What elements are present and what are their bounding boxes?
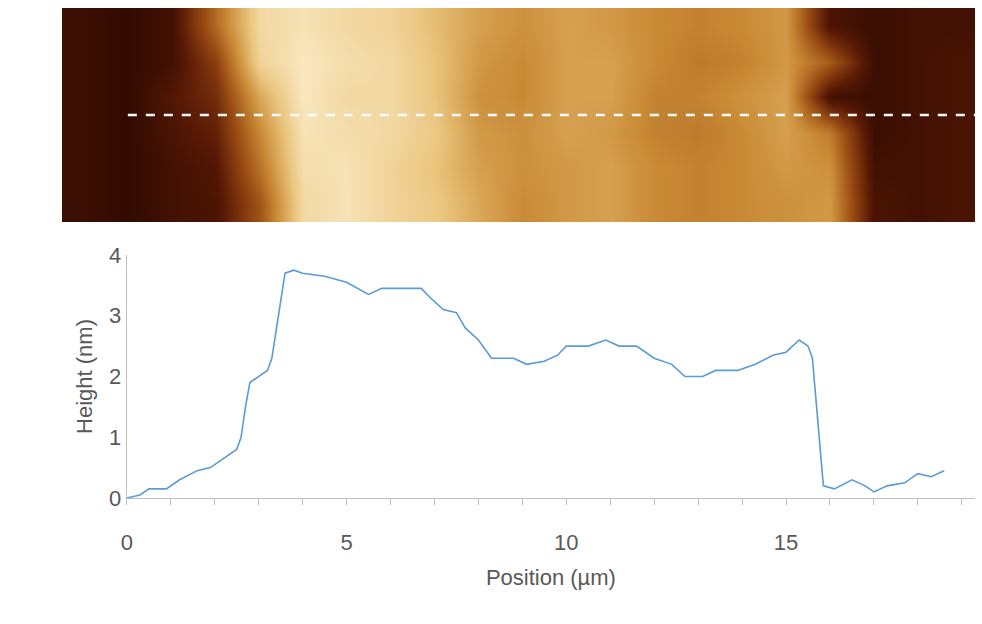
- svg-text:15: 15: [774, 530, 798, 555]
- svg-text:4: 4: [109, 243, 121, 268]
- svg-text:Height (nm): Height (nm): [72, 319, 97, 434]
- svg-text:5: 5: [340, 530, 352, 555]
- svg-text:Position (µm): Position (µm): [486, 565, 616, 590]
- svg-text:1: 1: [109, 425, 121, 450]
- svg-text:0: 0: [109, 486, 121, 511]
- svg-text:0: 0: [121, 530, 133, 555]
- svg-text:2: 2: [109, 364, 121, 389]
- svg-text:3: 3: [109, 303, 121, 328]
- svg-text:10: 10: [554, 530, 578, 555]
